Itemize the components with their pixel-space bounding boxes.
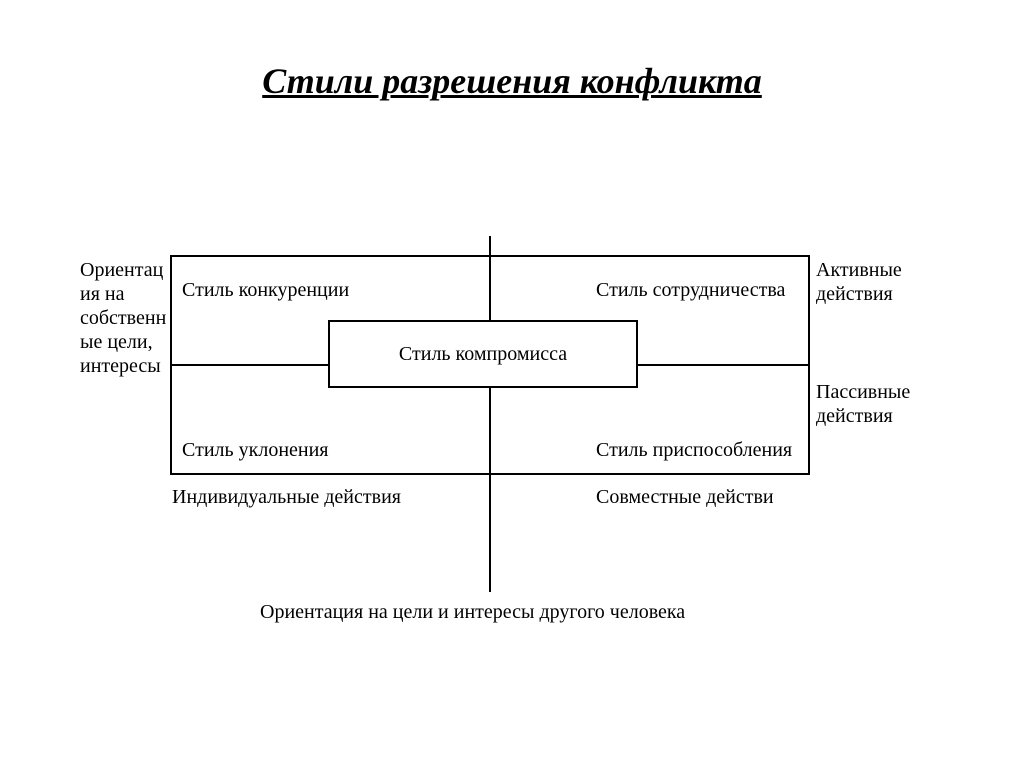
left-axis-label: Ориентация на собственные цели, интересы — [80, 258, 168, 378]
center-box-label: Стиль компромисса — [399, 343, 567, 366]
quad-bottom-left: Стиль уклонения — [182, 438, 329, 462]
vertical-axis — [489, 236, 491, 592]
bottom-right-label: Совместные действи — [596, 485, 774, 509]
quad-top-left: Стиль конкуренции — [182, 278, 349, 302]
quadrant-diagram: Стиль конкуренции Стиль сотрудничества С… — [0, 0, 1024, 768]
quad-bottom-right: Стиль приспособления — [596, 438, 792, 462]
center-box: Стиль компромисса — [328, 320, 638, 388]
bottom-center-label: Ориентация на цели и интересы другого че… — [260, 600, 685, 624]
right-top-label: Активные действия — [816, 258, 926, 306]
right-bottom-label: Пассивные действия — [816, 380, 926, 428]
quad-top-right: Стиль сотрудничества — [596, 278, 785, 302]
bottom-left-label: Индивидуальные действия — [172, 485, 401, 509]
